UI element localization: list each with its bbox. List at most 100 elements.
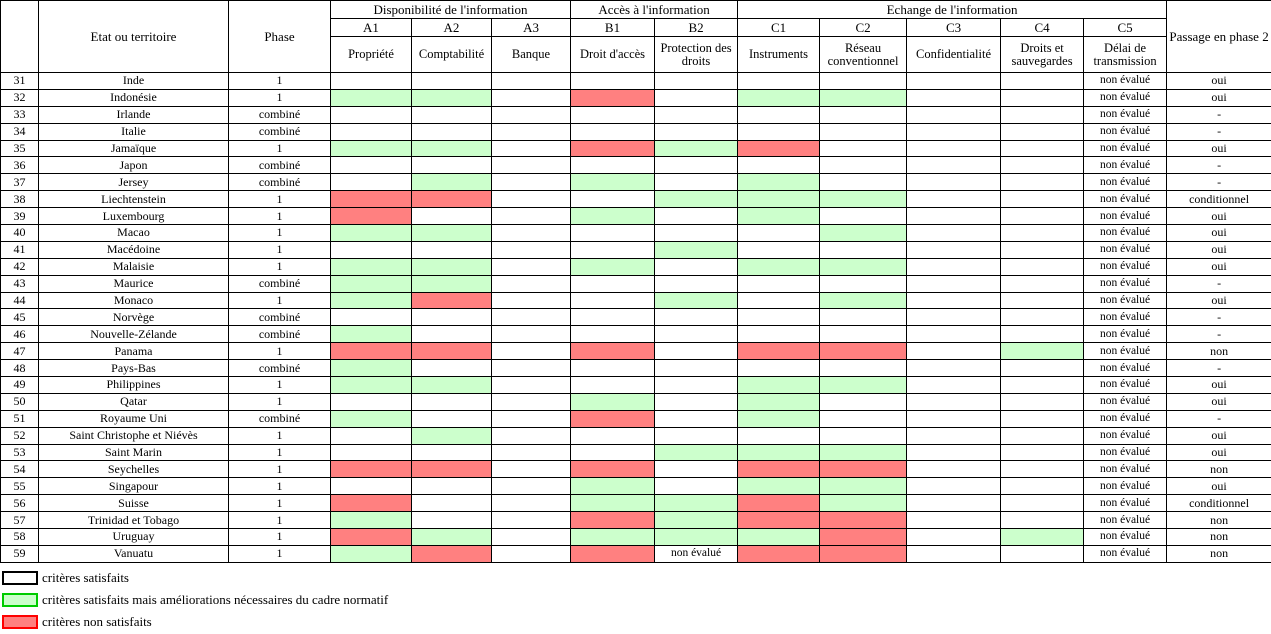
grade-cell-c4 [1000,443,1085,462]
grade-cell-c3 [906,105,1002,124]
grade-cell-a2 [411,139,492,158]
table-row: 44 Monaco 1 non évalué oui [0,291,1271,310]
grade-cell-c2 [819,105,908,124]
grade-cell-a2 [411,291,492,310]
row-number-cell: 57 [0,511,39,530]
grade-cell-b2 [654,257,739,276]
grade-cell-a3 [490,173,572,192]
grade-cell-c4 [1000,122,1085,141]
grade-cell-c1 [737,528,821,546]
grade-cell-c3 [906,443,1002,462]
grade-cell-a1 [330,544,412,563]
grade-cell-c5: non évalué [1083,359,1168,378]
grade-cell-c2 [819,494,908,513]
grade-cell-c2 [819,291,908,310]
grade-cell-c4 [1000,477,1085,496]
grade-cell-b2 [654,139,739,158]
phase-cell: 1 [228,257,331,276]
phase-cell: 1 [228,240,331,259]
phase-cell: 1 [228,207,331,226]
grade-cell-b2 [654,122,739,141]
grade-cell-b1 [570,156,656,175]
country-cell: Irlande [38,105,229,124]
grade-cell-c3 [906,308,1002,327]
legend-label: critères satisfaits [42,570,129,586]
grade-cell-b1 [570,105,656,124]
phase-cell: 1 [228,139,331,158]
grade-cell-c5: non évalué [1083,426,1168,445]
country-cell: Seychelles [38,460,229,479]
grade-cell-c1 [737,544,821,563]
grade-cell-c1 [737,274,821,293]
grade-cell-a1 [330,376,412,394]
table-row: 45 Norvège combiné non évalué - [0,308,1271,327]
phase-cell: 1 [228,477,331,496]
row-number-cell: 33 [0,105,39,124]
grade-cell-c1 [737,342,821,361]
grade-cell-c2 [819,376,908,394]
grade-cell-a3 [490,460,572,479]
grade-cell-a2 [411,426,492,445]
grade-cell-b2 [654,72,739,90]
legend-swatch-1 [2,593,38,608]
row-number-cell: 37 [0,173,39,192]
group-header-acces: Accès à l'information [570,0,739,19]
row-number-cell: 48 [0,359,39,378]
phase-cell: combiné [228,325,331,344]
phase-cell: combiné [228,308,331,327]
grade-cell-c3 [906,544,1002,563]
grade-cell-a2 [411,376,492,394]
grade-cell-b1 [570,122,656,141]
grade-cell-b1 [570,460,656,479]
grade-cell-a2 [411,494,492,513]
phase-cell: 1 [228,376,331,394]
grade-cell-c4 [1000,291,1085,310]
grade-cell-b2 [654,477,739,496]
grade-cell-b1 [570,224,656,242]
grade-cell-c3 [906,477,1002,496]
grade-cell-a2 [411,528,492,546]
grade-cell-c4 [1000,224,1085,242]
row-number-cell: 46 [0,325,39,344]
grade-cell-a1 [330,139,412,158]
grade-cell-a2 [411,224,492,242]
grade-cell-a2 [411,274,492,293]
grade-cell-c3 [906,291,1002,310]
grade-cell-c3 [906,122,1002,141]
row-number-cell: 49 [0,376,39,394]
country-cell: Liechtenstein [38,190,229,209]
grade-cell-a1 [330,72,412,90]
grade-cell-c3 [906,257,1002,276]
legend-swatch-0 [2,571,38,586]
grade-cell-c1 [737,511,821,530]
grade-cell-c2 [819,511,908,530]
grade-cell-a2 [411,308,492,327]
group-header-echange: Echange de l'information [737,0,1168,19]
table-row: 34 Italie combiné non évalué - [0,122,1271,141]
row-number-cell: 42 [0,257,39,276]
sub-header-c3: Confidentialité [906,36,1002,73]
grade-cell-c5: non évalué [1083,224,1168,242]
grade-cell-a3 [490,342,572,361]
row-number-cell: 38 [0,190,39,209]
country-cell: Qatar [38,392,229,411]
corner-cell [0,0,39,73]
grade-cell-b1 [570,511,656,530]
phase-cell: combiné [228,274,331,293]
passage-cell: oui [1166,443,1271,462]
grade-cell-a1 [330,173,412,192]
phase-cell: 1 [228,291,331,310]
grade-cell-b1 [570,72,656,90]
grade-cell-c4 [1000,139,1085,158]
grade-cell-c1 [737,494,821,513]
grade-cell-a3 [490,477,572,496]
grade-cell-c3 [906,240,1002,259]
table-row: 42 Malaisie 1 non évalué oui [0,257,1271,276]
passage-cell: oui [1166,72,1271,90]
grade-cell-c2 [819,308,908,327]
grade-cell-b2 [654,207,739,226]
phase-cell: 1 [228,494,331,513]
passage-cell: - [1166,308,1271,327]
grade-cell-c3 [906,528,1002,546]
legend-label: critères satisfaits mais améliorations n… [42,592,389,608]
